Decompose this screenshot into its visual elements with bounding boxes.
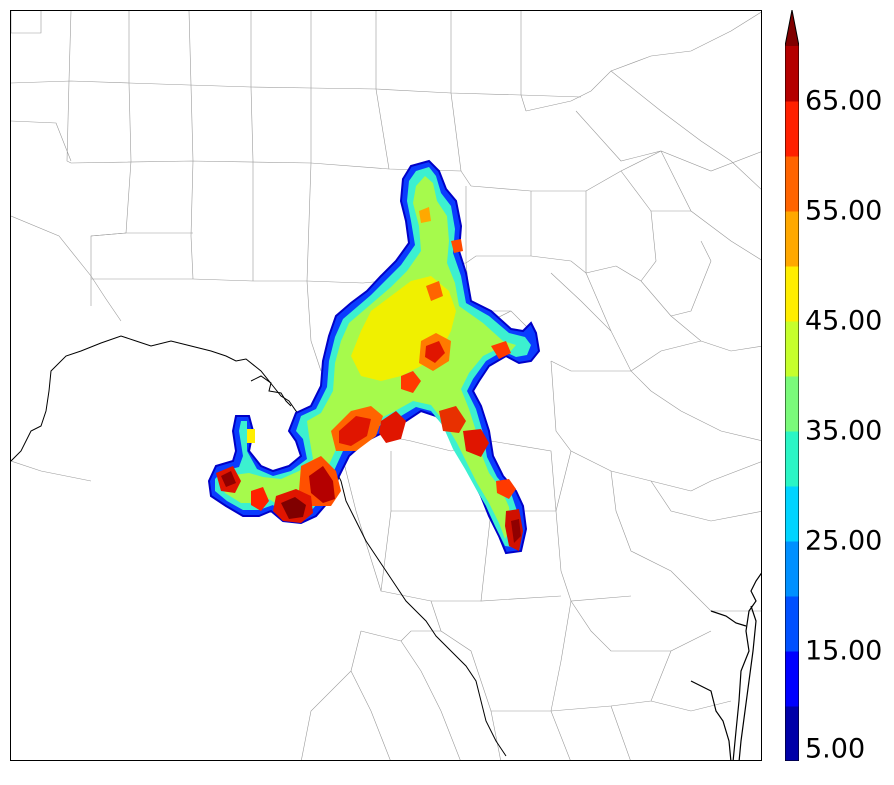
map-panel[interactable] <box>10 10 762 761</box>
county-boundaries <box>11 11 761 760</box>
colorbar-tick-label: 5.00 <box>805 733 866 765</box>
colorbar-segment <box>785 541 799 597</box>
colorbar-segment <box>785 486 799 542</box>
colorbar-extend-arrow <box>785 10 799 46</box>
colorbar <box>785 10 799 761</box>
colorbar-tick-label: 15.00 <box>805 635 883 667</box>
colorbar-tick-label: 65.00 <box>805 85 883 117</box>
colorbar-segment <box>785 596 799 652</box>
colorbar-tick-label: 45.00 <box>805 305 883 337</box>
colorbar-tick-label: 35.00 <box>805 415 883 447</box>
colorbar-segment <box>785 431 799 487</box>
colorbar-segment <box>785 706 799 761</box>
map-canvas <box>11 11 761 760</box>
colorbar-segment <box>785 46 799 102</box>
colorbar-segment <box>785 101 799 157</box>
colorbar-segment <box>785 651 799 707</box>
colorbar-segment <box>785 211 799 267</box>
colorbar-segment <box>785 156 799 212</box>
colorbar-tick-label: 55.00 <box>805 195 883 227</box>
colorbar-tick-label: 25.00 <box>805 525 883 557</box>
colorbar-segment <box>785 376 799 432</box>
colorbar-segment <box>785 266 799 322</box>
colorbar-segment <box>785 321 799 377</box>
colorbar-outline <box>785 10 799 761</box>
precipitation-field <box>207 159 541 555</box>
coastline <box>690 572 761 760</box>
